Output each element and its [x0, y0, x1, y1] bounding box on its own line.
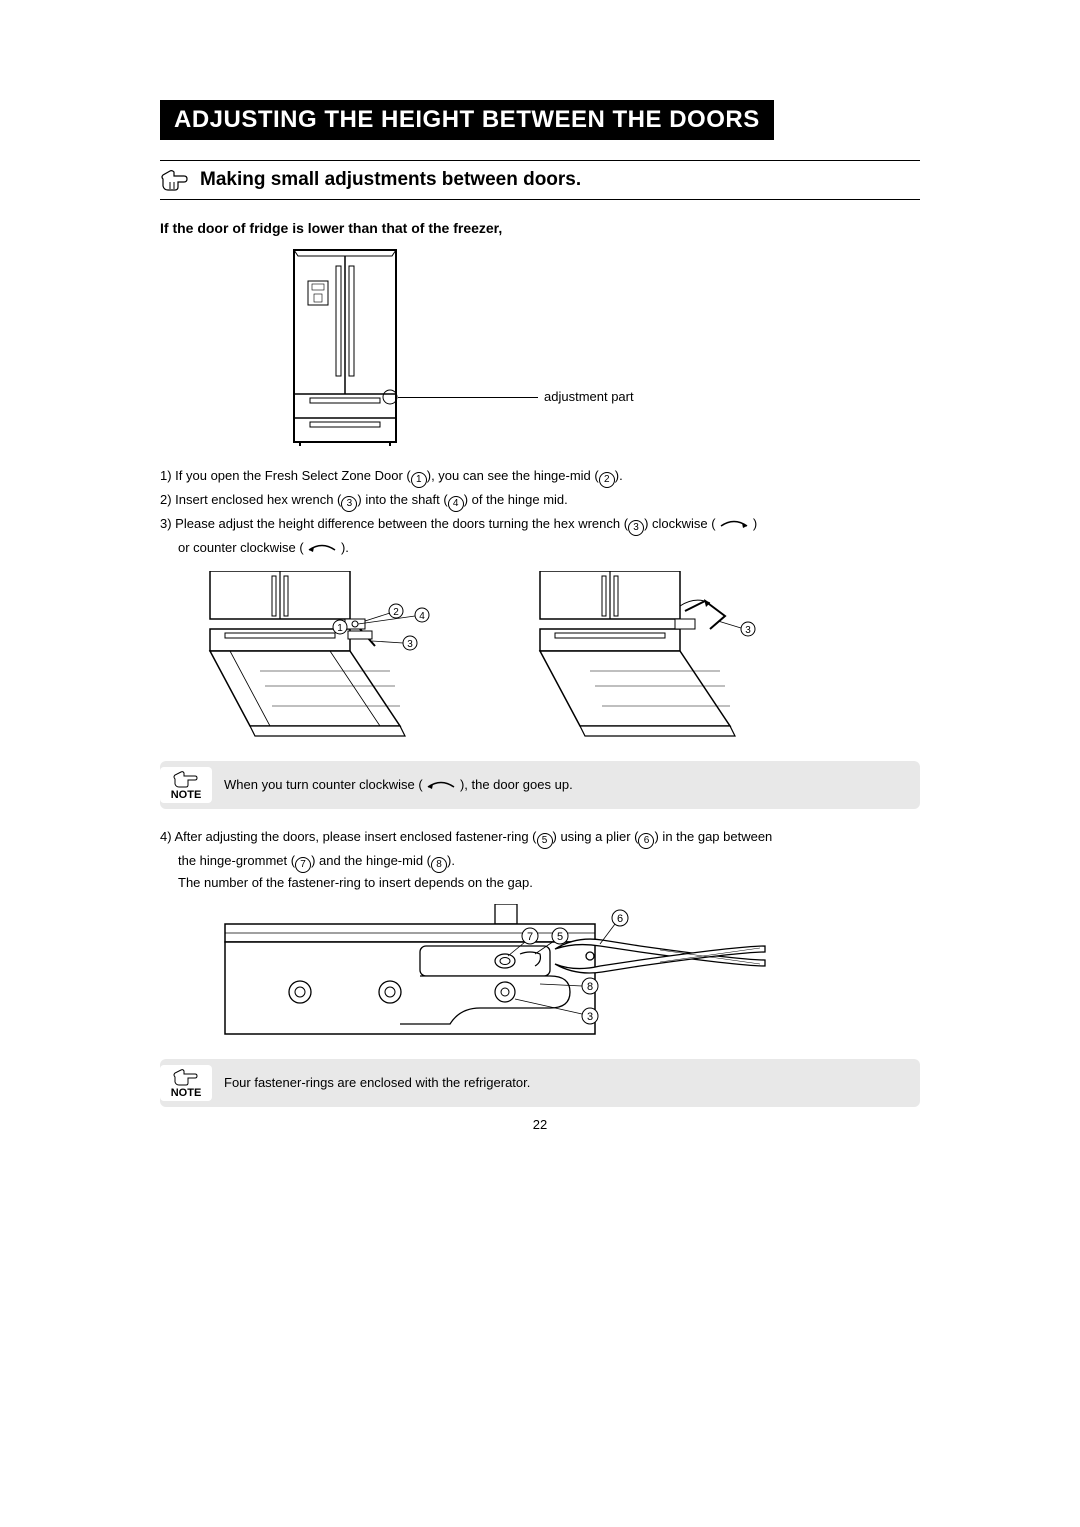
counterclockwise-arrow-icon: [307, 543, 337, 553]
figure-hinge-left: 2 4 3 1: [200, 571, 450, 741]
svg-text:8: 8: [587, 981, 593, 993]
svg-text:2: 2: [393, 607, 399, 618]
step-2: 2) Insert enclosed hex wrench (3) into t…: [160, 490, 920, 512]
note-label-1: NOTE: [171, 789, 202, 801]
svg-text:6: 6: [617, 913, 623, 925]
svg-text:1: 1: [337, 623, 343, 634]
svg-text:3: 3: [407, 639, 413, 650]
figure-hinge-right: 3: [530, 571, 780, 741]
step-3-line2: or counter clockwise ( ).: [160, 538, 920, 559]
note-box-2: NOTE Four fastener-rings are enclosed wi…: [160, 1059, 920, 1107]
svg-text:4: 4: [419, 611, 425, 622]
svg-text:5: 5: [557, 931, 563, 943]
svg-text:3: 3: [745, 625, 751, 636]
step-1: 1) If you open the Fresh Select Zone Doo…: [160, 466, 920, 488]
step-4: 4) After adjusting the doors, please ins…: [160, 827, 920, 894]
svg-text:7: 7: [527, 931, 533, 943]
note-hand-icon: [171, 769, 201, 789]
page-number: 22: [160, 1117, 920, 1132]
svg-text:3: 3: [587, 1011, 593, 1023]
pointing-hand-icon: [160, 167, 190, 193]
figure-fridge-full: adjustment part: [290, 246, 690, 446]
figure-row-hinge: 2 4 3 1: [200, 571, 920, 741]
callout-adjustment-part: adjustment part: [544, 389, 634, 404]
note-box-1: NOTE When you turn counter clockwise ( )…: [160, 761, 920, 809]
steps-list: 1) If you open the Fresh Select Zone Doo…: [160, 466, 920, 559]
fridge-outline-svg: [290, 246, 400, 446]
clockwise-arrow-icon: [719, 519, 749, 529]
note-text-1: When you turn counter clockwise ( ), the…: [224, 777, 573, 792]
page-title: ADJUSTING THE HEIGHT BETWEEN THE DOORS: [160, 100, 774, 140]
subheading: If the door of fridge is lower than that…: [160, 220, 920, 236]
section-heading-row: Making small adjustments between doors.: [160, 160, 920, 200]
note-text-2: Four fastener-rings are enclosed with th…: [224, 1075, 530, 1090]
note-label-2: NOTE: [171, 1087, 202, 1099]
step-3: 3) Please adjust the height difference b…: [160, 514, 920, 536]
counterclockwise-arrow-icon: [426, 780, 456, 790]
section-heading: Making small adjustments between doors.: [200, 169, 581, 191]
figure-hinge-enlarged: 6 7 5 8 3: [220, 904, 920, 1049]
note-hand-icon: [171, 1067, 201, 1087]
